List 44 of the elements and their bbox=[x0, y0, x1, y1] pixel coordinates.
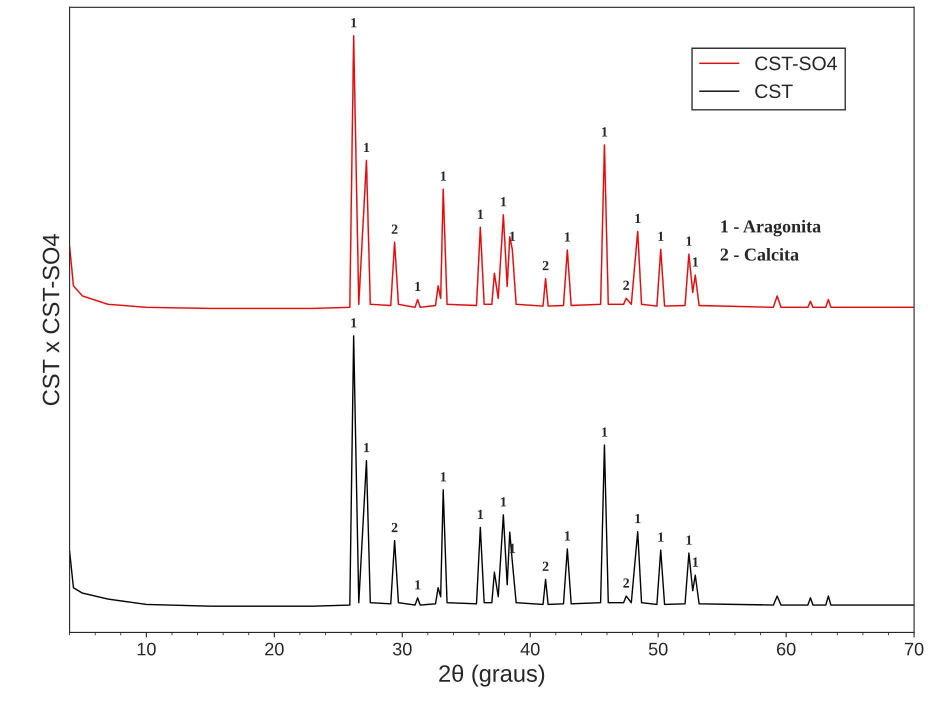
annotation: 2 bbox=[623, 280, 630, 290]
annotation: 1 bbox=[364, 142, 370, 152]
annotation: 1 bbox=[478, 510, 484, 519]
annotation: 2 bbox=[392, 224, 398, 234]
annotation: 1 bbox=[658, 232, 664, 241]
annotation: 1 bbox=[564, 232, 570, 242]
annotation: 2 bbox=[542, 562, 548, 571]
x-tick-label: 70 bbox=[904, 642, 924, 656]
legend-label: CST-SO4 bbox=[755, 56, 837, 70]
annotation: 1 bbox=[692, 558, 698, 567]
annotation: 1 - Aragonita bbox=[721, 220, 821, 236]
y-axis-title: CST x CST-SO4 bbox=[42, 234, 60, 406]
annotation: 1 bbox=[564, 531, 570, 540]
annotation: 1 bbox=[351, 318, 356, 328]
annotation: 1 bbox=[686, 535, 692, 545]
x-tick-label: 30 bbox=[392, 642, 412, 656]
x-tick-label: 10 bbox=[138, 642, 156, 656]
annotation: 1 bbox=[440, 171, 446, 181]
annotation: 1 bbox=[364, 442, 370, 452]
annotation: 1 bbox=[686, 236, 692, 246]
annotation: 1 bbox=[658, 532, 664, 542]
annotation: 1 bbox=[635, 214, 640, 223]
x-tick-label: 20 bbox=[265, 642, 284, 656]
x-axis-title: 2θ (graus) bbox=[439, 664, 544, 687]
x-tick-label: 50 bbox=[648, 642, 668, 656]
annotation: 1 bbox=[500, 497, 506, 506]
annotation: 1 bbox=[415, 282, 420, 292]
annotation: 1 bbox=[440, 472, 446, 482]
annotation: 1 bbox=[510, 232, 516, 241]
annotation: 1 bbox=[692, 257, 698, 267]
x-tick-label: 40 bbox=[520, 642, 540, 656]
legend-label: CST bbox=[755, 84, 793, 98]
annotation: 2 bbox=[392, 522, 398, 532]
annotation: 1 bbox=[415, 580, 420, 590]
annotation: 1 bbox=[602, 427, 608, 437]
annotation: 2 bbox=[542, 260, 548, 270]
annotation: 2 bbox=[623, 578, 630, 588]
annotation: 1 bbox=[351, 18, 356, 28]
annotation: 1 bbox=[602, 127, 608, 136]
annotation: 2 - Calcita bbox=[720, 248, 799, 261]
annotation: 1 bbox=[500, 197, 506, 206]
x-tick-label: 60 bbox=[777, 642, 796, 656]
annotation: 1 bbox=[635, 514, 640, 524]
annotation: 1 bbox=[478, 210, 484, 219]
